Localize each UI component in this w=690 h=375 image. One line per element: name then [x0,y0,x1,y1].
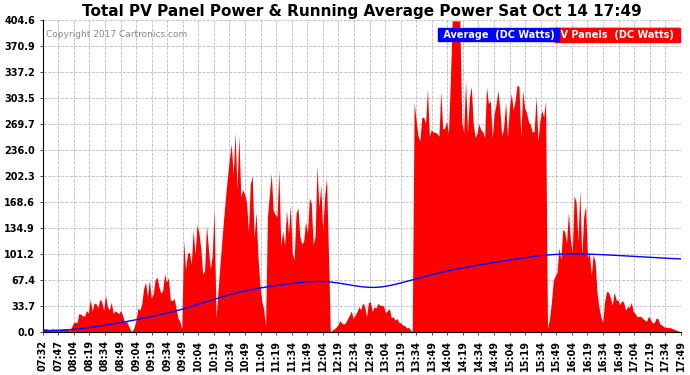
Text: PV Panels  (DC Watts): PV Panels (DC Watts) [557,30,678,40]
Text: Copyright 2017 Cartronics.com: Copyright 2017 Cartronics.com [46,30,187,39]
Text: Average  (DC Watts): Average (DC Watts) [440,30,558,40]
Title: Total PV Panel Power & Running Average Power Sat Oct 14 17:49: Total PV Panel Power & Running Average P… [82,4,642,19]
Text: PV Panels  (DC Watts): PV Panels (DC Watts) [551,30,678,40]
